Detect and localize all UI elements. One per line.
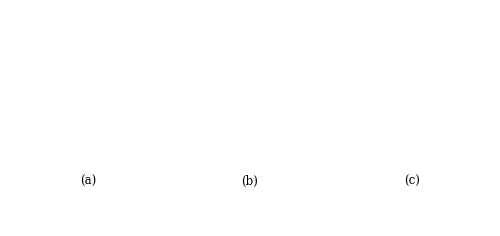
Text: (a): (a) xyxy=(80,175,96,188)
Text: (b): (b) xyxy=(242,175,258,188)
Text: (c): (c) xyxy=(404,175,419,188)
